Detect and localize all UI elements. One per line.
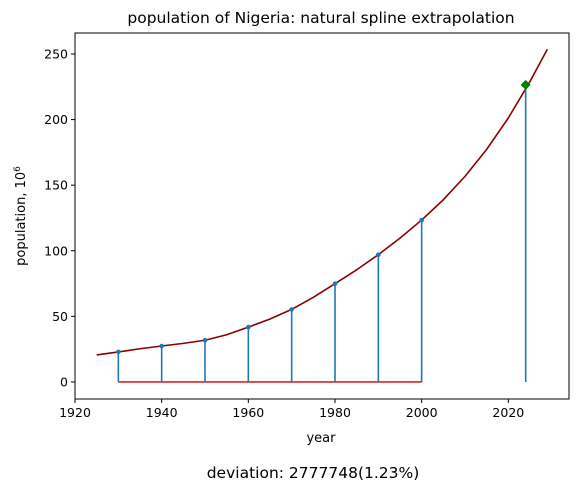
data-point-marker bbox=[289, 307, 294, 312]
data-point-marker bbox=[246, 324, 251, 330]
y-tick-label: 200 bbox=[44, 112, 68, 127]
x-tick-label: 1920 bbox=[59, 405, 91, 420]
data-point-marker bbox=[419, 217, 424, 223]
y-axis-label: population, 106 bbox=[13, 166, 29, 266]
plot-area bbox=[96, 48, 549, 383]
data-point-marker bbox=[332, 281, 338, 286]
y-axis: 0 50 100 150 200 250 bbox=[44, 46, 75, 389]
x-tick-label: 2000 bbox=[406, 405, 438, 420]
data-point-marker bbox=[116, 349, 121, 355]
spline-curve bbox=[96, 48, 549, 356]
x-tick-label: 1940 bbox=[146, 405, 178, 420]
data-point-marker bbox=[159, 343, 164, 349]
y-tick-label: 50 bbox=[52, 309, 68, 324]
y-tick-label: 0 bbox=[60, 374, 68, 389]
y-tick-label: 250 bbox=[44, 46, 68, 61]
data-point-marker bbox=[376, 252, 381, 257]
extrapolated-point-marker bbox=[520, 79, 531, 90]
x-tick-label: 1980 bbox=[319, 405, 351, 420]
y-tick-label: 150 bbox=[44, 178, 68, 193]
data-point-marker bbox=[202, 337, 208, 343]
x-axis-label: year bbox=[306, 431, 336, 446]
chart-title: population of Nigeria: natural spline ex… bbox=[127, 9, 514, 27]
y-axis-label-text: population, 10 bbox=[14, 172, 29, 266]
y-axis-label-exponent: 6 bbox=[13, 166, 23, 172]
y-tick-label: 100 bbox=[44, 243, 68, 258]
x-tick-label: 2020 bbox=[492, 405, 524, 420]
x-axis: 1920 1940 1960 1980 2000 2020 bbox=[59, 399, 524, 420]
x-tick-label: 1960 bbox=[232, 405, 264, 420]
plot-frame bbox=[74, 32, 570, 400]
deviation-label: deviation: 2777748(1.23%) bbox=[207, 464, 420, 482]
